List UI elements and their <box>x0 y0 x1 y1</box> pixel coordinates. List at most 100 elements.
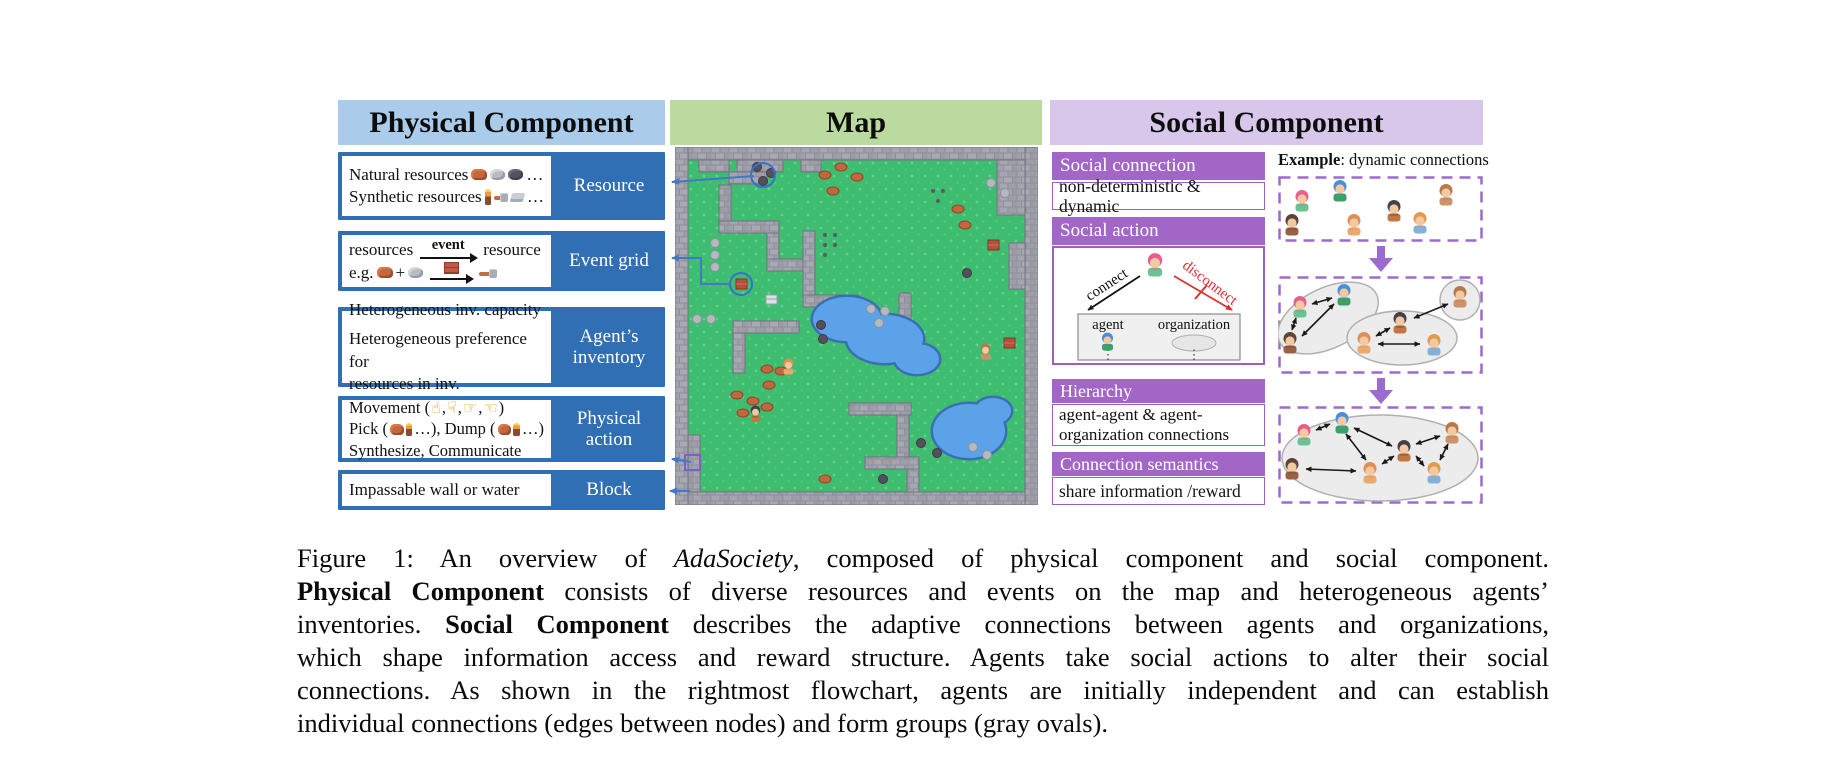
physical-action-label: Physical action <box>576 407 642 450</box>
block-content-box: Impassable wall or water <box>342 474 551 506</box>
example-stage-2 <box>1278 276 1483 374</box>
comma-text: , <box>478 397 483 417</box>
caption-line: inventories. Social Component describes … <box>297 609 1550 639</box>
disconnect-slash <box>1194 284 1208 300</box>
stone-icon <box>490 169 506 181</box>
right-arrow-icon <box>420 252 479 263</box>
connection-edges <box>1305 423 1449 474</box>
disconnect-arrow <box>1173 275 1233 311</box>
connection-semantics-header: Connection semantics <box>1060 453 1219 474</box>
ingot-icon <box>509 192 526 202</box>
event-grid-highlight-circle <box>729 272 753 296</box>
event-rhs-text: resource <box>483 239 541 259</box>
dump-text: …), Dump ( <box>414 419 496 439</box>
hand-up-icon: ☝ <box>431 397 441 417</box>
hammer-icon <box>493 191 508 203</box>
map-header: Map <box>670 100 1042 145</box>
social-connection-bar: Social connection <box>1052 152 1265 180</box>
example-bold-text: Example <box>1278 150 1341 169</box>
map-title: Map <box>826 105 886 139</box>
wood-icon <box>497 423 512 435</box>
chest-item <box>765 294 778 305</box>
organization-label: organization <box>1158 317 1231 333</box>
connect-arrow <box>1087 275 1141 311</box>
social-action-diagram: connect disconnect agent organization ⋮ … <box>1052 246 1265 365</box>
social-connection-text: non-deterministic & dynamic <box>1059 175 1201 216</box>
stone-icon <box>408 267 424 279</box>
synthetic-resources-text: Synthetic resources <box>349 187 482 206</box>
hand-down-icon: ☟ <box>446 397 457 417</box>
resource-row: Natural resources … Synthetic resources … <box>338 152 665 220</box>
vertical-ellipsis: ⋮ <box>1188 347 1201 362</box>
connect-label: connect <box>1083 265 1132 304</box>
paren-text: …) <box>522 419 544 439</box>
synthesize-communicate-text: Synthesize, Communicate <box>349 440 522 460</box>
wood-icon <box>376 267 393 279</box>
brick-icon <box>443 262 459 275</box>
example-label: Example: dynamic connections <box>1278 150 1489 170</box>
event-grid-content-box: resources event resource e.g. + <box>342 235 551 287</box>
connection-semantics-text: share information /reward <box>1059 480 1241 501</box>
stone-walls <box>675 147 1038 505</box>
caption-line: individual connections (edges between no… <box>297 708 1108 738</box>
social-action-bar: Social action <box>1052 217 1265 245</box>
brick-event-cells <box>735 239 1016 349</box>
caption-line: connections. As shown in the rightmost f… <box>297 675 1549 705</box>
example-stage-3 <box>1278 406 1483 504</box>
coal-icon <box>508 169 524 181</box>
physical-component-title: Physical Component <box>369 105 634 139</box>
inv-preference-text-2: resources in inv. <box>349 373 460 393</box>
social-component-header: Social Component <box>1050 100 1483 145</box>
wood-icon <box>471 169 488 181</box>
hierarchy-header: Hierarchy <box>1060 380 1132 401</box>
ellipsis-text: … <box>526 164 544 184</box>
paren-text: ) <box>498 397 505 417</box>
dashed-frame <box>1278 406 1483 504</box>
physical-component-header: Physical Component <box>338 100 665 145</box>
water-lakes <box>810 294 1014 461</box>
event-grid-row: resources event resource e.g. + Event gr… <box>338 231 665 291</box>
organization-oval <box>1171 334 1217 352</box>
torch-icon <box>484 189 491 206</box>
caption-line: Physical Component consists of diverse r… <box>297 576 1549 606</box>
pellet-resources <box>823 189 945 257</box>
event-arrow: event <box>420 238 479 263</box>
figure-caption: Figure 1: An overview of AdaSociety, com… <box>297 542 1549 740</box>
movement-text: Movement ( <box>349 397 431 417</box>
inv-preference-text-1: Heterogeneous preference for <box>349 329 527 371</box>
physical-action-row: Movement (☝, ☟, ☞, ☜) Pick ( …), Dump ( …) … <box>338 396 665 462</box>
agent-label: agent <box>1092 317 1123 333</box>
ellipsis-text: … <box>527 187 544 206</box>
hierarchy-bar: Hierarchy <box>1052 379 1265 403</box>
comma-text: , <box>441 397 446 417</box>
wood-icon <box>389 423 404 435</box>
eg-text: e.g. <box>349 262 374 282</box>
dashed-frame <box>1278 176 1483 242</box>
game-map <box>675 147 1038 505</box>
block-label: Block <box>586 479 632 501</box>
torch-icon <box>513 422 520 436</box>
coal-resources <box>752 162 972 484</box>
comma-text: , <box>457 397 462 417</box>
physical-action-content-box: Movement (☝, ☟, ☞, ☜) Pick ( …), Dump ( …) … <box>342 397 551 460</box>
social-connection-header: Social connection <box>1060 155 1196 176</box>
social-action-header: Social action <box>1060 220 1159 241</box>
vertical-ellipsis: ⋮ <box>1102 347 1115 362</box>
brick-event-arrow <box>430 262 475 285</box>
agents-inventory-content-box: Heterogeneous inv. capacity Heterogeneou… <box>342 300 551 393</box>
hand-left-icon: ☜ <box>483 397 498 417</box>
hierarchy-box: agent-agent & agent- organization connec… <box>1052 404 1265 446</box>
flow-down-arrow <box>1368 378 1394 405</box>
right-arrow-icon <box>430 274 475 285</box>
connection-semantics-bar: Connection semantics <box>1052 452 1265 476</box>
hand-right-icon: ☞ <box>462 397 478 417</box>
flow-down-arrow <box>1368 246 1394 273</box>
natural-resources-text: Natural resources <box>349 164 469 184</box>
connection-edges <box>1291 296 1449 347</box>
inv-capacity-text: Heterogeneous inv. capacity <box>349 300 541 320</box>
impassable-text: Impassable wall or water <box>349 479 520 499</box>
resource-content-box: Natural resources … Synthetic resources … <box>342 156 551 216</box>
group-ovals <box>1278 279 1481 366</box>
agents-inventory-label: Agent’s inventory <box>572 325 646 368</box>
